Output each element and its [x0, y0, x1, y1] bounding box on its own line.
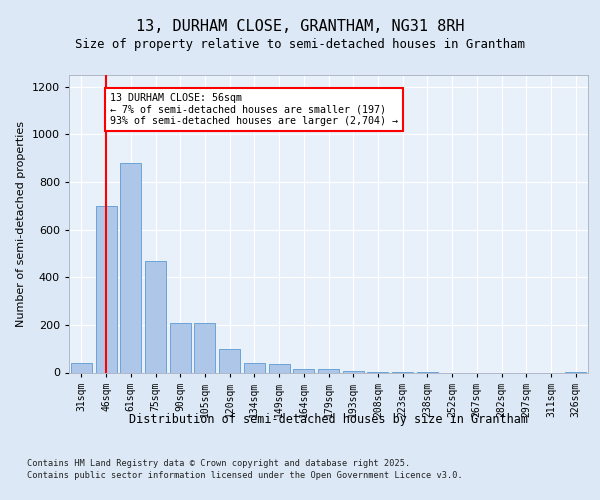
- Text: Contains public sector information licensed under the Open Government Licence v3: Contains public sector information licen…: [27, 472, 463, 480]
- Bar: [145, 260, 166, 372]
- Text: 13, DURHAM CLOSE, GRANTHAM, NG31 8RH: 13, DURHAM CLOSE, GRANTHAM, NG31 8RH: [136, 19, 464, 34]
- Bar: [269, 364, 290, 372]
- Bar: [95, 206, 116, 372]
- Bar: [293, 369, 314, 372]
- Bar: [219, 348, 240, 372]
- Text: 13 DURHAM CLOSE: 56sqm
← 7% of semi-detached houses are smaller (197)
93% of sem: 13 DURHAM CLOSE: 56sqm ← 7% of semi-deta…: [110, 93, 398, 126]
- Text: Contains HM Land Registry data © Crown copyright and database right 2025.: Contains HM Land Registry data © Crown c…: [27, 460, 410, 468]
- Text: Distribution of semi-detached houses by size in Grantham: Distribution of semi-detached houses by …: [130, 412, 528, 426]
- Bar: [120, 163, 141, 372]
- Y-axis label: Number of semi-detached properties: Number of semi-detached properties: [16, 120, 26, 327]
- Bar: [194, 322, 215, 372]
- Text: Size of property relative to semi-detached houses in Grantham: Size of property relative to semi-detach…: [75, 38, 525, 51]
- Bar: [71, 363, 92, 372]
- Bar: [244, 363, 265, 372]
- Bar: [318, 370, 339, 372]
- Bar: [170, 322, 191, 372]
